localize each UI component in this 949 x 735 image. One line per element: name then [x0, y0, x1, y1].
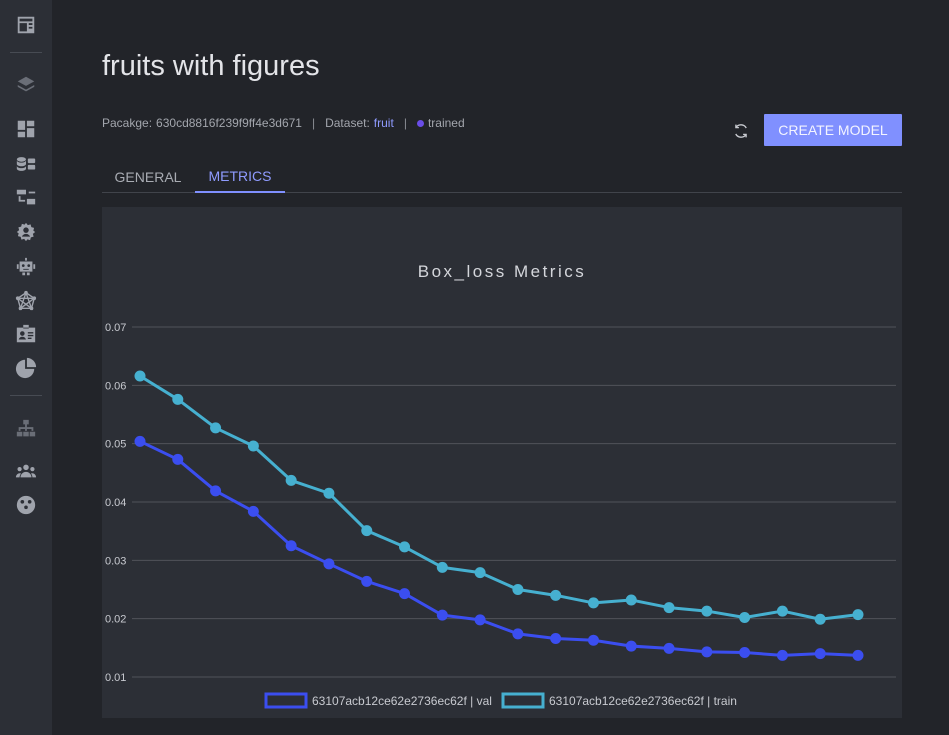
data-point-train — [663, 602, 675, 614]
status-dot-icon — [416, 119, 424, 127]
data-point-train — [550, 589, 562, 601]
data-point-train — [361, 525, 373, 537]
dataset-label: Dataset: — [325, 116, 370, 130]
data-point-val — [323, 558, 335, 570]
data-point-val — [247, 505, 259, 517]
data-point-train — [285, 474, 297, 486]
data-point-val — [852, 649, 864, 661]
y-tick-label: 0.07 — [105, 322, 126, 334]
data-point-val — [587, 634, 599, 646]
data-point-val — [814, 648, 826, 660]
y-tick-label: 0.01 — [105, 672, 126, 684]
legend-val-label: 63107acb12ce62e2736ec62f | val — [312, 694, 492, 708]
model-meta: Pacakge: 630cd8816f239f9ff4e3d671 | Data… — [102, 116, 465, 130]
data-point-val — [474, 614, 486, 626]
legend-train-label: 63107acb12ce62e2736ec62f | train — [549, 694, 737, 708]
series-line-train — [139, 374, 859, 621]
page-title: fruits with figures — [102, 50, 320, 82]
users-group-icon[interactable] — [14, 459, 38, 483]
tab-bar: GENERAL METRICS — [102, 160, 902, 193]
grid-layout-icon[interactable] — [14, 117, 38, 141]
data-point-val — [436, 609, 448, 621]
data-point-train — [814, 613, 826, 625]
data-point-val — [134, 435, 146, 447]
sidebar-divider — [10, 395, 42, 396]
data-point-val — [172, 453, 184, 465]
y-tick-label: 0.05 — [105, 439, 126, 451]
data-point-train — [323, 487, 335, 499]
network-icon[interactable] — [14, 289, 38, 313]
data-point-val — [285, 540, 297, 552]
data-point-train — [587, 597, 599, 609]
data-point-val — [625, 640, 637, 652]
data-point-train — [625, 594, 637, 606]
dashboard-card-icon[interactable] — [14, 13, 38, 37]
legend-val-swatch — [264, 692, 308, 709]
data-point-train — [172, 393, 184, 405]
data-point-train — [739, 612, 751, 623]
data-point-val — [512, 628, 524, 640]
data-point-val — [776, 649, 788, 661]
chart-title: Box_loss Metrics — [418, 262, 586, 281]
metrics-chart-panel: Box_loss Metrics 0.07 0.06 0.05 0.04 0.03 0.02… — [102, 207, 902, 718]
flow-chart-icon[interactable] — [14, 186, 38, 210]
data-point-train — [399, 541, 411, 553]
series-line-val — [139, 439, 859, 657]
data-point-val — [701, 646, 713, 658]
meta-separator: | — [403, 116, 407, 130]
create-model-button[interactable]: CREATE MODEL — [764, 114, 902, 146]
y-tick-label: 0.04 — [105, 497, 126, 509]
package-id: 630cd8816f239f9ff4e3d671 — [156, 116, 302, 130]
palette-icon[interactable] — [14, 493, 38, 517]
pie-chart-icon[interactable] — [14, 356, 38, 380]
layers-icon[interactable] — [14, 73, 38, 97]
y-tick-label: 0.03 — [105, 555, 126, 567]
database-icon[interactable] — [14, 152, 38, 176]
hierarchy-icon[interactable] — [14, 417, 38, 441]
package-label: Pacakge: — [102, 116, 153, 130]
meta-separator: | — [311, 116, 316, 130]
status-badge: trained — [427, 116, 465, 130]
data-point-val — [210, 485, 222, 497]
data-point-train — [474, 567, 486, 579]
data-point-train — [436, 561, 448, 573]
robot-icon[interactable] — [14, 255, 38, 279]
data-point-val — [361, 575, 373, 587]
tab-general[interactable]: GENERAL — [114, 168, 182, 185]
refresh-icon[interactable] — [730, 120, 752, 142]
data-point-train — [210, 422, 222, 434]
y-tick-label: 0.06 — [105, 380, 126, 392]
sidebar-divider — [10, 52, 42, 53]
data-point-val — [663, 642, 675, 654]
settings-gear-user-icon[interactable] — [14, 220, 38, 244]
box-loss-chart: Box_loss Metrics 0.07 0.06 0.05 0.04 0.03 0.02… — [105, 262, 896, 709]
sidebar — [0, 0, 52, 735]
data-point-train — [512, 584, 524, 595]
legend-train-swatch — [501, 692, 545, 709]
id-card-icon[interactable] — [14, 322, 38, 346]
data-point-train — [852, 609, 864, 621]
data-point-val — [399, 588, 411, 600]
data-point-val — [739, 647, 751, 658]
y-tick-label: 0.02 — [105, 614, 126, 626]
dataset-link[interactable]: fruit — [373, 116, 394, 130]
data-point-train — [701, 605, 713, 617]
data-point-train — [776, 605, 788, 617]
tab-metrics[interactable]: METRICS — [195, 160, 285, 193]
data-point-train — [247, 440, 259, 452]
data-point-train — [134, 370, 146, 382]
data-point-val — [550, 633, 562, 644]
